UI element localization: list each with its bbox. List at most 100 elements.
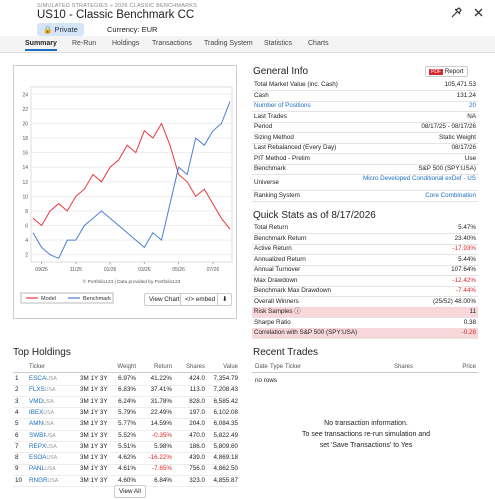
ticker[interactable]: AMNUSA (29, 420, 54, 428)
rank: 10 (15, 476, 23, 484)
info-row: Sharpe Ratio 0.38 (252, 318, 478, 329)
info-value: 0.38 (463, 318, 476, 326)
tab[interactable]: Transactions (152, 40, 192, 47)
holding-cell: 186.0 (189, 442, 205, 450)
rank: 2 (15, 386, 19, 394)
y-tick-label: 4 (25, 238, 28, 244)
info-row: Benchmark S&P 500 (SPY:USA) (252, 164, 478, 175)
ticker[interactable]: PANLUSA (29, 465, 56, 473)
holding-cell: 756.0 (189, 465, 205, 473)
x-tick-label: 11/25 (70, 267, 82, 273)
info-row: Annual Turnover 107.64% (252, 265, 478, 276)
exchange: USA (45, 432, 56, 439)
tab[interactable]: Trading System (204, 40, 253, 47)
periods[interactable]: 3M 1Y 3Y (80, 476, 108, 484)
ticker[interactable]: VMDUSA (29, 397, 54, 405)
info-row: Overall Winners (25/52) 48.00% (252, 297, 478, 308)
info-value: (25/52) 48.00% (432, 297, 476, 305)
info-value: Use (464, 154, 476, 162)
chart-button[interactable]: </> embed (180, 293, 221, 306)
report-button[interactable]: PDF Report (425, 66, 468, 77)
column-header: Price (462, 364, 476, 370)
info-label: Overall Winners (254, 297, 299, 305)
x-tick-label: 03/26 (138, 267, 151, 273)
ticker[interactable]: IBEXUSA (29, 408, 55, 416)
info-label: Ranking System (254, 191, 300, 199)
series-line (32, 122, 231, 230)
periods[interactable]: 3M 1Y 3Y (80, 431, 108, 439)
info-label: Period (254, 123, 273, 130)
periods[interactable]: 3M 1Y 3Y (80, 408, 108, 416)
info-label: Total Return (254, 224, 288, 231)
rank: 7 (15, 442, 19, 450)
info-label: Last Trades (254, 112, 287, 120)
periods[interactable]: 3M 1Y 3Y (80, 397, 108, 405)
holding-cell: 828.0 (189, 397, 205, 405)
view-all-button[interactable]: View All (114, 485, 146, 498)
rank: 1 (15, 375, 19, 382)
periods[interactable]: 3M 1Y 3Y (80, 375, 108, 382)
x-tick-label: 05/26 (172, 267, 185, 273)
ticker[interactable]: RNGRUSA (29, 476, 59, 484)
holding-cell: 5,822.49 (213, 431, 238, 439)
column-header: Shares (185, 364, 205, 370)
exchange: USA (47, 477, 59, 484)
row-rule (13, 441, 238, 442)
y-tick-label: 14 (22, 165, 28, 171)
periods[interactable]: 3M 1Y 3Y (80, 454, 108, 462)
y-tick-label: 18 (22, 136, 28, 142)
holding-cell: -0.35% (152, 431, 172, 439)
pin-icon[interactable] (451, 7, 462, 18)
rank: 3 (15, 397, 19, 405)
ticker[interactable]: ESOAUSA (29, 454, 58, 462)
legend-label: Model (41, 296, 56, 302)
message-line: No transaction information. (324, 420, 408, 427)
ticker[interactable]: REPXUSA (29, 442, 57, 450)
chart-credit: © Portfolio123 | Data provided by Portfo… (83, 278, 181, 285)
tab[interactable]: Statistics (264, 40, 293, 47)
chart-button[interactable]: View Chart (144, 293, 185, 306)
row-rule (13, 429, 238, 431)
tab[interactable]: Charts (308, 40, 329, 47)
ticker[interactable]: FLXSUSA (29, 386, 56, 394)
info-row: Number of Positions 20 (252, 101, 478, 112)
holding-cell: 7,208.43 (213, 386, 238, 394)
download-button[interactable]: ⬇ (217, 293, 233, 306)
periods[interactable]: 3M 1Y 3Y (80, 420, 108, 428)
holding-cell: 5,809.60 (213, 442, 238, 450)
periods[interactable]: 3M 1Y 3Y (80, 386, 108, 394)
holding-cell: 6.97% (118, 375, 136, 382)
holding-cell: 204.0 (189, 420, 205, 428)
info-row: Active Return -17.93% (252, 244, 478, 255)
chart-panel (13, 65, 237, 319)
info-value: 11 (469, 308, 476, 315)
tab[interactable]: Holdings (112, 40, 140, 47)
info-row: Total Return 5.47% (252, 223, 478, 234)
y-tick-label: 10 (22, 194, 28, 200)
x-tick-label: 07/26 (207, 267, 220, 273)
info-value: 08/17/25 - 08/17/26 (421, 123, 476, 130)
tab[interactable]: Summary (25, 40, 57, 51)
periods[interactable]: 3M 1Y 3Y (80, 465, 108, 473)
holding-cell: 6,102.08 (213, 408, 238, 416)
column-header: Ticker (285, 364, 302, 370)
info-value: 20 (468, 102, 476, 109)
tab[interactable]: Re-Run (72, 40, 97, 47)
holding-cell: 113.0 (189, 386, 205, 394)
info-value: 131.24 (456, 91, 476, 99)
holding-cell: 439.0 (189, 454, 205, 462)
holding-cell: 5.79% (118, 408, 136, 416)
close-icon[interactable] (474, 8, 483, 17)
holding-cell: 5.77% (118, 420, 136, 428)
header-icons (451, 7, 483, 18)
y-tick-label: 12 (22, 180, 28, 186)
info-label: Universe (254, 178, 279, 186)
holding-cell: -7.65% (152, 465, 172, 473)
breadcrumb[interactable]: SIMULATED STRATEGIES » 2026 CLASSIC BENC… (37, 3, 197, 9)
info-icon[interactable]: ⓘ (292, 308, 301, 315)
ticker[interactable]: ESCAUSA (29, 375, 57, 382)
visibility-badge[interactable]: 🔒 Private (37, 23, 84, 36)
ticker[interactable]: SWBIUSA (29, 431, 56, 439)
periods[interactable]: 3M 1Y 3Y (80, 442, 108, 450)
rank: 4 (15, 408, 19, 416)
